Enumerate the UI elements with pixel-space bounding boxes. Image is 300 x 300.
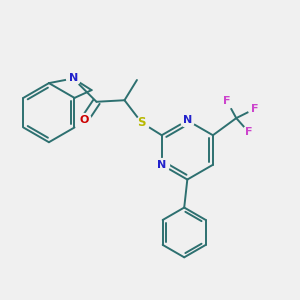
Text: F: F (245, 127, 252, 137)
Text: F: F (223, 96, 231, 106)
Text: F: F (251, 104, 259, 114)
Text: N: N (68, 74, 78, 83)
Text: S: S (137, 116, 146, 129)
Text: N: N (157, 160, 167, 170)
Text: N: N (183, 116, 192, 125)
Text: O: O (80, 116, 89, 125)
